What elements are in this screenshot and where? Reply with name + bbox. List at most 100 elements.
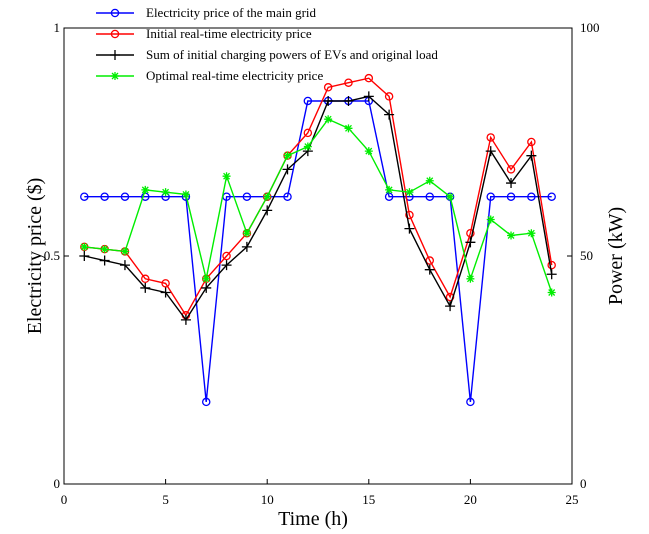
y-axis-right-title: Power (kW)	[605, 207, 627, 305]
data-point-4	[405, 188, 414, 197]
data-point-4	[181, 190, 190, 199]
x-tick-label: 15	[362, 492, 375, 507]
data-point-2	[486, 133, 495, 142]
data-point-1	[486, 192, 495, 201]
data-point-3	[262, 205, 273, 216]
data-point-3	[546, 269, 557, 280]
data-point-4	[120, 247, 129, 256]
data-point-1	[303, 96, 313, 106]
data-point-3	[221, 260, 232, 271]
data-point-4	[527, 229, 536, 238]
data-point-3	[160, 287, 171, 298]
data-point-2	[425, 256, 435, 265]
series-line-1	[84, 100, 552, 402]
legend-entry-3: Sum of initial charging powers of EVs an…	[96, 47, 438, 62]
data-point-1	[120, 192, 130, 201]
data-point-2	[527, 137, 536, 147]
legend-label: Electricity price of the main grid	[146, 5, 317, 20]
data-point-1	[547, 192, 556, 201]
data-point-4	[344, 124, 353, 133]
legend-marker	[110, 29, 120, 39]
data-point-3	[526, 150, 537, 161]
data-point-1	[466, 397, 475, 407]
data-point-2	[161, 279, 170, 288]
data-point-2	[141, 274, 150, 284]
series-line-3	[84, 95, 553, 322]
data-point-2	[466, 228, 475, 238]
x-tick-label: 5	[162, 492, 169, 507]
data-point-1	[201, 397, 211, 407]
data-point-3	[282, 164, 293, 175]
data-point-3	[384, 109, 395, 120]
data-point-4	[242, 229, 251, 238]
data-point-4	[507, 231, 516, 240]
data-point-1	[80, 192, 89, 201]
data-point-4	[141, 185, 150, 194]
data-point-2	[303, 128, 313, 138]
data-point-2	[405, 210, 414, 220]
axes-layer: Time (h) Electricity price ($) Power (kW…	[24, 20, 627, 530]
series-4	[80, 115, 556, 297]
data-point-2	[323, 83, 333, 92]
data-point-4	[263, 192, 272, 201]
x-tick-label: 25	[566, 492, 579, 507]
data-point-3	[485, 146, 496, 157]
data-point-1	[100, 192, 109, 201]
x-axis-title: Time (h)	[278, 508, 348, 530]
data-point-4	[486, 215, 495, 224]
plot-frame	[63, 27, 573, 485]
data-point-3	[99, 255, 110, 266]
data-point-1	[506, 192, 516, 201]
legend: Electricity price of the main grid Initia…	[96, 5, 438, 83]
data-point-4	[446, 192, 455, 201]
data-point-3	[404, 223, 415, 234]
data-point-3	[241, 241, 252, 252]
legend-label: Initial real-time electricity price	[146, 26, 312, 41]
data-point-3	[465, 237, 476, 248]
data-point-2	[384, 92, 394, 101]
data-point-1	[425, 192, 435, 201]
series-3	[79, 91, 557, 325]
data-point-3	[424, 264, 435, 275]
data-point-2	[506, 165, 516, 174]
data-point-2	[547, 260, 556, 270]
series-1	[80, 96, 556, 407]
data-point-3	[506, 178, 517, 189]
data-point-3	[119, 260, 130, 271]
y-left-tick-label: 0	[54, 476, 61, 491]
legend-marker	[110, 50, 120, 60]
data-point-4	[222, 172, 231, 181]
data-point-4	[303, 142, 312, 151]
data-point-3	[445, 301, 456, 312]
data-point-4	[80, 242, 89, 251]
data-point-3	[140, 282, 151, 293]
data-point-3	[323, 95, 334, 106]
data-point-1	[242, 192, 252, 201]
data-point-4	[466, 274, 475, 283]
data-point-4	[324, 115, 333, 124]
x-tick-label: 0	[61, 492, 68, 507]
legend-marker	[110, 8, 120, 18]
data-point-4	[283, 151, 292, 160]
data-point-4	[425, 176, 434, 185]
y-axis-left-title: Electricity price ($)	[24, 178, 46, 335]
data-point-4	[385, 185, 394, 194]
y-right-tick-label: 100	[580, 20, 600, 35]
y-left-tick-label: 0.5	[44, 248, 60, 263]
data-point-2	[344, 78, 353, 87]
data-point-3	[180, 314, 191, 325]
legend-marker	[111, 72, 119, 80]
legend-label: Optimal real-time electricity price	[146, 68, 323, 83]
x-tick-label: 20	[464, 492, 477, 507]
y-right-tick-label: 50	[580, 248, 593, 263]
data-point-2	[222, 251, 231, 261]
legend-entry-4: Optimal real-time electricity price	[96, 68, 323, 83]
data-point-3	[343, 95, 354, 106]
data-point-4	[161, 188, 170, 197]
data-point-4	[202, 274, 211, 283]
data-point-4	[100, 245, 109, 254]
data-point-1	[527, 192, 536, 201]
data-point-4	[547, 288, 556, 297]
data-point-2	[364, 73, 374, 83]
